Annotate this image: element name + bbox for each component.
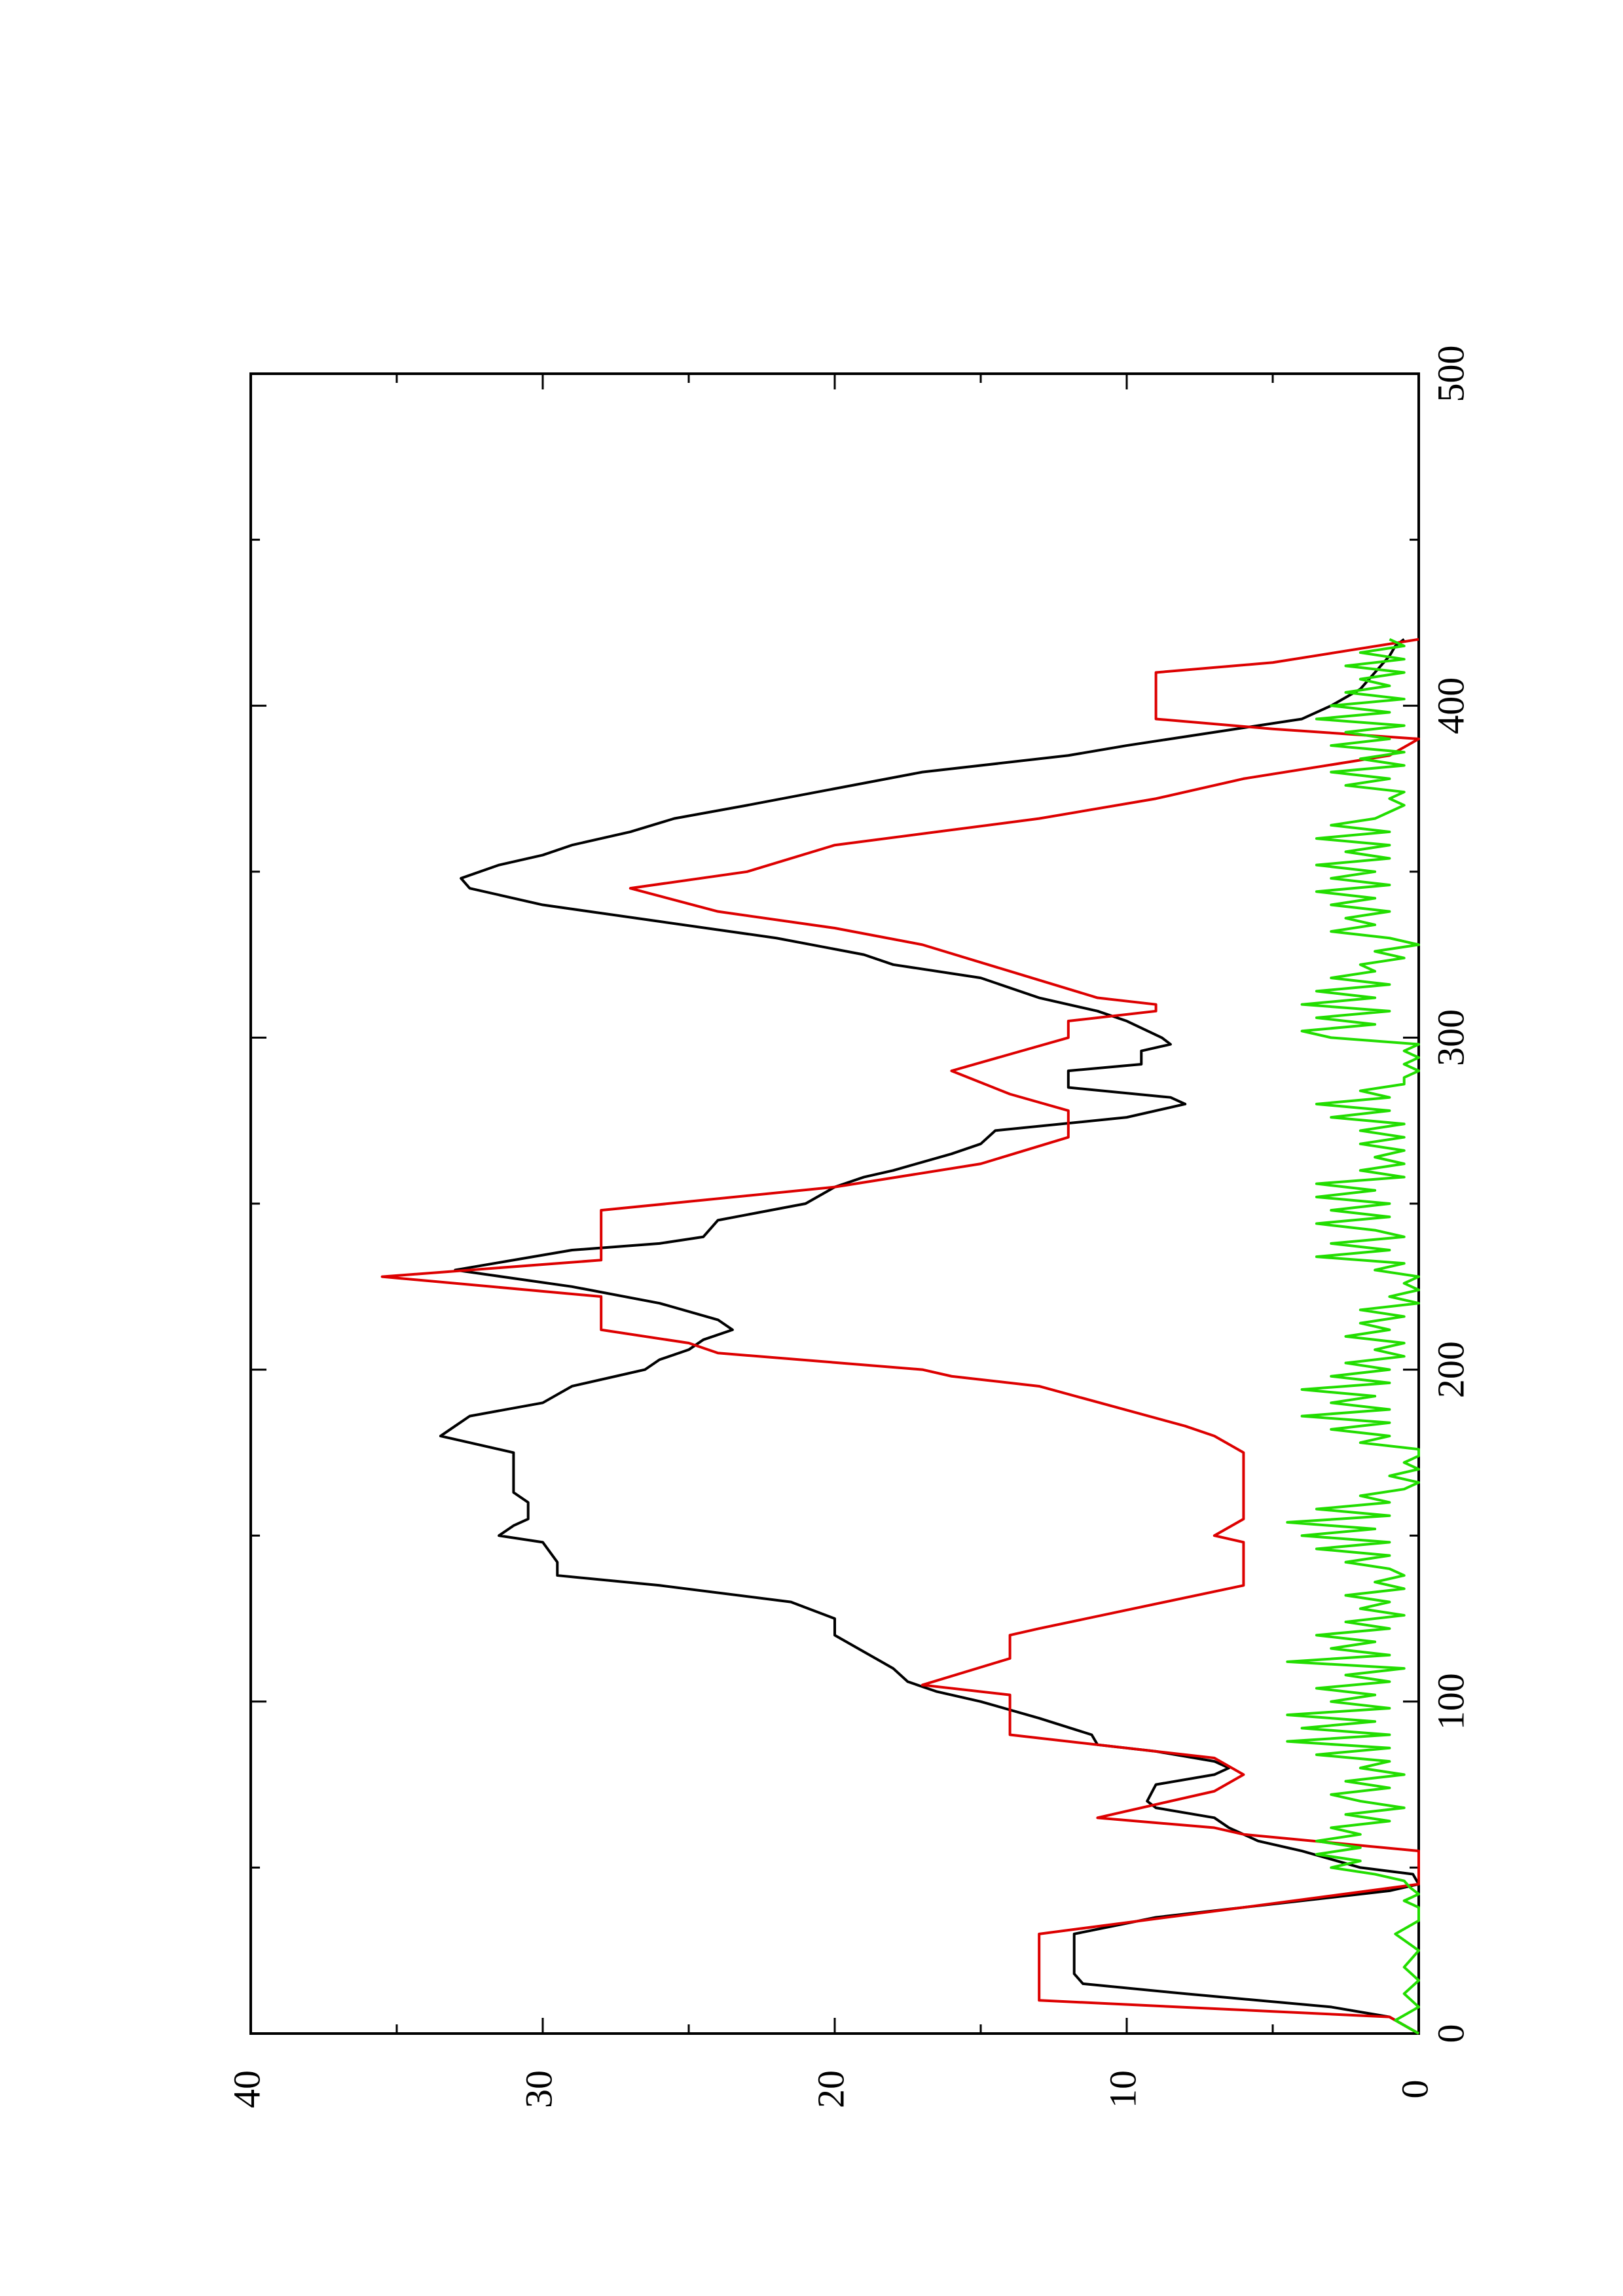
series-line-3: [1286, 637, 1420, 2035]
x-tick-label: 200: [1429, 1341, 1472, 1398]
y-tick-label: 10: [1101, 2070, 1144, 2108]
x-tick-label: 300: [1429, 1009, 1472, 1066]
y-tick-label: 30: [517, 2070, 560, 2108]
axis-tick-labels: 0 100 200 300 400 500 0 10 20 30 40: [225, 346, 1472, 2109]
series-line-1: [439, 638, 1420, 2035]
y-tick-label: 20: [809, 2070, 852, 2108]
x-tick-label: 500: [1429, 346, 1472, 403]
plot-frame: [249, 372, 1420, 2035]
y-tick-label: 0: [1393, 2080, 1436, 2099]
x-tick-label: 400: [1429, 677, 1472, 734]
x-tick-label: 0: [1429, 2024, 1472, 2043]
axis-ticks: [249, 372, 1420, 2035]
y-tick-label: 40: [225, 2070, 268, 2108]
series-group: [380, 637, 1420, 2035]
x-tick-label: 100: [1429, 1673, 1472, 1730]
series-line-2: [380, 637, 1420, 2035]
